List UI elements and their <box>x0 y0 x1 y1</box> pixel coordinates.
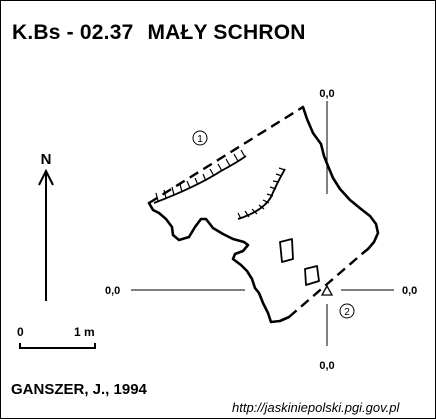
profile-marker-1-label: 1 <box>197 134 203 145</box>
cross-left-label: 0,0 <box>105 285 120 297</box>
drip-line-bottom <box>288 252 364 318</box>
cave-code: K.Bs - 02.37 <box>12 21 134 44</box>
source-url: http://jaskiniepolski.pgi.gov.pl <box>232 400 400 415</box>
cross-bottom-label: 0,0 <box>319 360 334 372</box>
scale-start-label: 0 <box>17 325 24 339</box>
cave-title: K.Bs - 02.37 MAŁY SCHRON <box>12 21 306 45</box>
north-arrow-icon <box>38 168 54 301</box>
rock-block-upper <box>279 238 294 263</box>
scale-bar <box>19 343 96 349</box>
slope-hachure-upper <box>153 149 247 204</box>
slope-hachure-lower <box>237 167 286 220</box>
author-credit: GANSZER, J., 1994 <box>11 381 147 398</box>
reference-cross <box>131 101 394 346</box>
scale-end-label: 1 m <box>74 325 95 339</box>
profile-marker-2: 2 <box>339 303 355 319</box>
cross-top-label: 0,0 <box>319 88 334 100</box>
cave-name: MAŁY SCHRON <box>147 21 306 44</box>
cave-outline <box>147 105 380 324</box>
rock-block-lower <box>304 265 320 286</box>
north-label: N <box>41 151 52 168</box>
drip-line-top <box>148 105 304 205</box>
cross-right-label: 0,0 <box>402 285 417 297</box>
survey-station-icon <box>320 284 334 296</box>
profile-marker-2-label: 2 <box>344 307 350 318</box>
profile-marker-1: 1 <box>192 130 208 146</box>
